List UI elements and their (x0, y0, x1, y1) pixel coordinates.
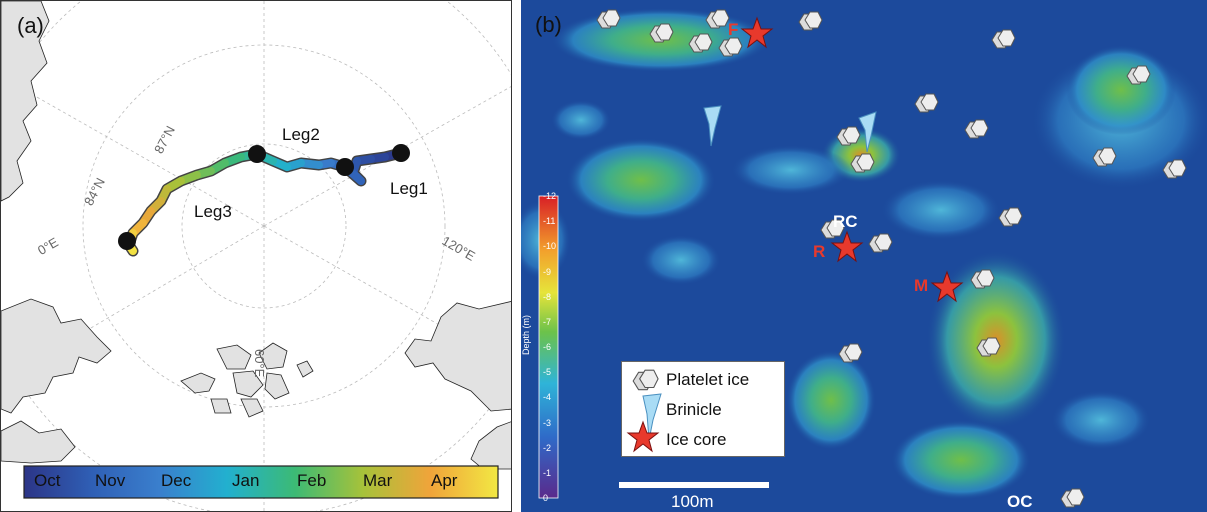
ice-core-markers (740, 16, 964, 303)
depth-tick-label: -4 (543, 392, 552, 403)
under-ice-depth-map (521, 0, 1207, 512)
coast-bottom-left (1, 420, 76, 464)
endpoint-leg1-start (392, 144, 410, 162)
panel-b-sonar-map: Platelet ice Brinicle Ice core (b) F RC … (521, 0, 1207, 512)
depth-tick-label: -1 (543, 467, 552, 478)
drift-track (123, 147, 407, 257)
month-colorbar (24, 466, 498, 498)
franz-josef-islands (180, 342, 314, 418)
lon-label-60e: 60°E (252, 349, 267, 378)
siberia-coast-lower (470, 421, 511, 470)
ice-core-star-f (740, 16, 774, 49)
longitude-lines (1, 1, 511, 511)
greenland-landmass (1, 1, 50, 202)
legend-ice-core-label: Ice core (666, 430, 727, 449)
brinicle-marker (703, 105, 722, 147)
siberia-landmass (404, 301, 511, 412)
site-label-oc: OC (1007, 492, 1033, 511)
depth-tick-label: -3 (543, 417, 552, 428)
colorbar-month-oct: Oct (34, 471, 61, 490)
colorbar-fill (24, 466, 498, 498)
site-label-f: F (728, 20, 739, 39)
drift-track-outline (123, 147, 407, 257)
depth-tick-label: -8 (543, 291, 552, 302)
depth-tick-label: -7 (543, 316, 552, 327)
depth-tick-label: -2 (543, 442, 552, 453)
site-label-m: M (914, 276, 929, 295)
colorbar-month-mar: Mar (363, 471, 393, 490)
leg2-label: Leg2 (282, 125, 320, 144)
depth-tick-label: -9 (543, 266, 552, 277)
endpoint-leg2-end (248, 145, 266, 163)
leg-endpoints (118, 144, 410, 250)
site-label-r: R (813, 242, 826, 261)
colorbar-month-feb: Feb (297, 471, 327, 490)
panel-b-tag: (b) (535, 12, 562, 37)
polar-map (1, 1, 511, 511)
colorbar-month-jan: Jan (232, 471, 260, 490)
depth-tick-label: -11 (543, 216, 556, 227)
legend-platelet-label: Platelet ice (666, 370, 750, 389)
ice-core-star-m (930, 270, 964, 303)
depth-tick-label: -10 (543, 241, 557, 252)
ice-core-star-r (830, 230, 864, 263)
latitude-rings (1, 1, 511, 511)
site-label-rc: RC (833, 212, 858, 231)
brinicle-marker (858, 111, 877, 153)
endpoint-leg3-end (118, 232, 136, 250)
colorbar-month-dec: Dec (161, 471, 192, 490)
scale-bar-label: 100m (671, 492, 714, 511)
brinicle-markers (703, 105, 877, 153)
scale-bar (619, 482, 769, 488)
depth-tick-label: -5 (543, 367, 552, 378)
svalbard-landmass (1, 298, 112, 414)
panel-a-tag: (a) (17, 13, 44, 38)
leg3-label: Leg3 (194, 202, 232, 221)
depth-tick-label: 0 (543, 493, 549, 503)
depth-axis-label: Depth (m) (521, 314, 531, 355)
endpoint-leg1-end (336, 158, 354, 176)
depth-colorbar (538, 195, 559, 499)
depth-tick-label: -6 (543, 342, 552, 352)
legend-brinicle-label: Brinicle (666, 400, 722, 419)
leg1-label: Leg1 (390, 179, 428, 198)
colorbar-month-nov: Nov (95, 471, 126, 490)
colorbar-month-apr: Apr (431, 471, 458, 490)
depth-tick-label: -12 (543, 191, 557, 201)
panel-a-drift-map: (a) Leg2 Leg1 Leg3 87°N 84°N 0°E 120°E 6… (0, 0, 512, 512)
